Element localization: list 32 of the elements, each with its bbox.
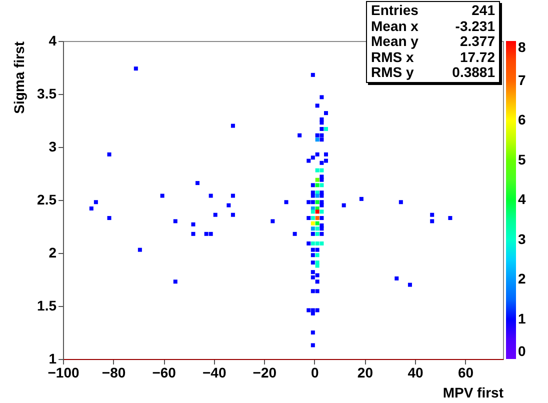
color-bar-label: 0 <box>518 343 526 359</box>
color-bar-label: 8 <box>518 39 526 55</box>
text: RMS y 0.3881 <box>371 64 495 80</box>
x-tick-label: 40 <box>408 364 424 380</box>
x-tick-label: −100 <box>48 364 80 380</box>
x-tick-label: −20 <box>252 364 277 380</box>
x-tick-label: −60 <box>152 364 176 380</box>
y-axis-title: Sigma first <box>11 41 28 114</box>
color-bar-label: 7 <box>518 72 526 88</box>
y-tick-label: 2.5 <box>37 192 57 208</box>
color-bar-label: 6 <box>518 112 526 128</box>
y-tick-label: 3 <box>48 138 57 154</box>
x-tick-label: −40 <box>202 364 226 380</box>
x-tick-label: 0 <box>311 364 320 380</box>
x-axis-title: MPV first <box>442 384 504 400</box>
color-bar-label: 4 <box>518 191 526 207</box>
x-tick-label: −80 <box>102 364 126 380</box>
text: Entries 241 <box>371 2 495 18</box>
text: Mean x -3.231 <box>371 18 495 34</box>
color-bar-label: 3 <box>518 230 526 247</box>
y-tick-label: 2 <box>48 244 57 260</box>
color-bar-label: 2 <box>518 270 526 286</box>
color-bar-label: 5 <box>518 151 526 168</box>
text: RMS x 17.72 <box>371 48 495 64</box>
x-tick-label: 20 <box>357 364 374 380</box>
color-bar-label: 1 <box>518 310 526 326</box>
y-tick-label: 1 <box>48 350 57 366</box>
y-tick-label: 3.5 <box>37 86 57 102</box>
x-tick-label: 60 <box>458 364 474 380</box>
text: Mean y 2.377 <box>371 33 495 49</box>
y-tick-label: 1.5 <box>37 298 57 314</box>
y-tick-label: 4 <box>48 32 57 48</box>
